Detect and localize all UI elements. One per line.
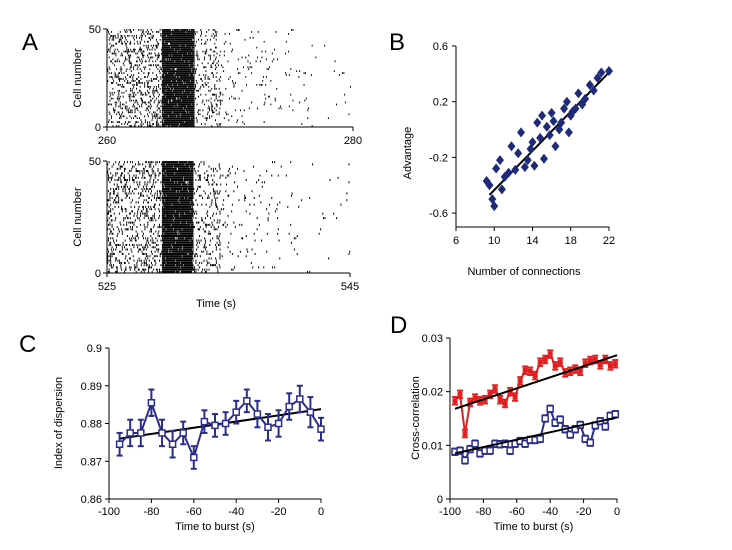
panel-label-a: A [22, 29, 38, 56]
raster-y-tick-label: 50 [89, 24, 101, 36]
raster-x-tick-label: 260 [98, 135, 116, 147]
raster-spikes [106, 29, 352, 127]
raster-y-axis-label: Cell number [72, 48, 84, 108]
panel-label-d: D [390, 312, 407, 339]
raster-y-tick-label: 0 [95, 122, 101, 134]
raster-x-tick-label: 525 [98, 281, 116, 293]
raster-bottom-plot: 0 50 525 545 Cell number [72, 156, 359, 293]
raster-top-plot: 0 50 260 280 Cell number [72, 24, 362, 147]
raster-x-tick-label: 545 [341, 281, 359, 293]
panel-a-raster: 0 50 260 280 Cell number 0 50 525 545 Cell numbe… [72, 24, 362, 310]
raster-x-tick-label: 280 [344, 135, 362, 147]
panel-label-c: C [19, 331, 36, 358]
raster-y-tick-label: 50 [89, 156, 101, 168]
raster-spikes [106, 161, 351, 273]
raster-y-tick-label: 0 [95, 268, 101, 280]
panel-label-b: B [389, 29, 405, 56]
raster-y-axis-label: Cell number [72, 187, 84, 247]
